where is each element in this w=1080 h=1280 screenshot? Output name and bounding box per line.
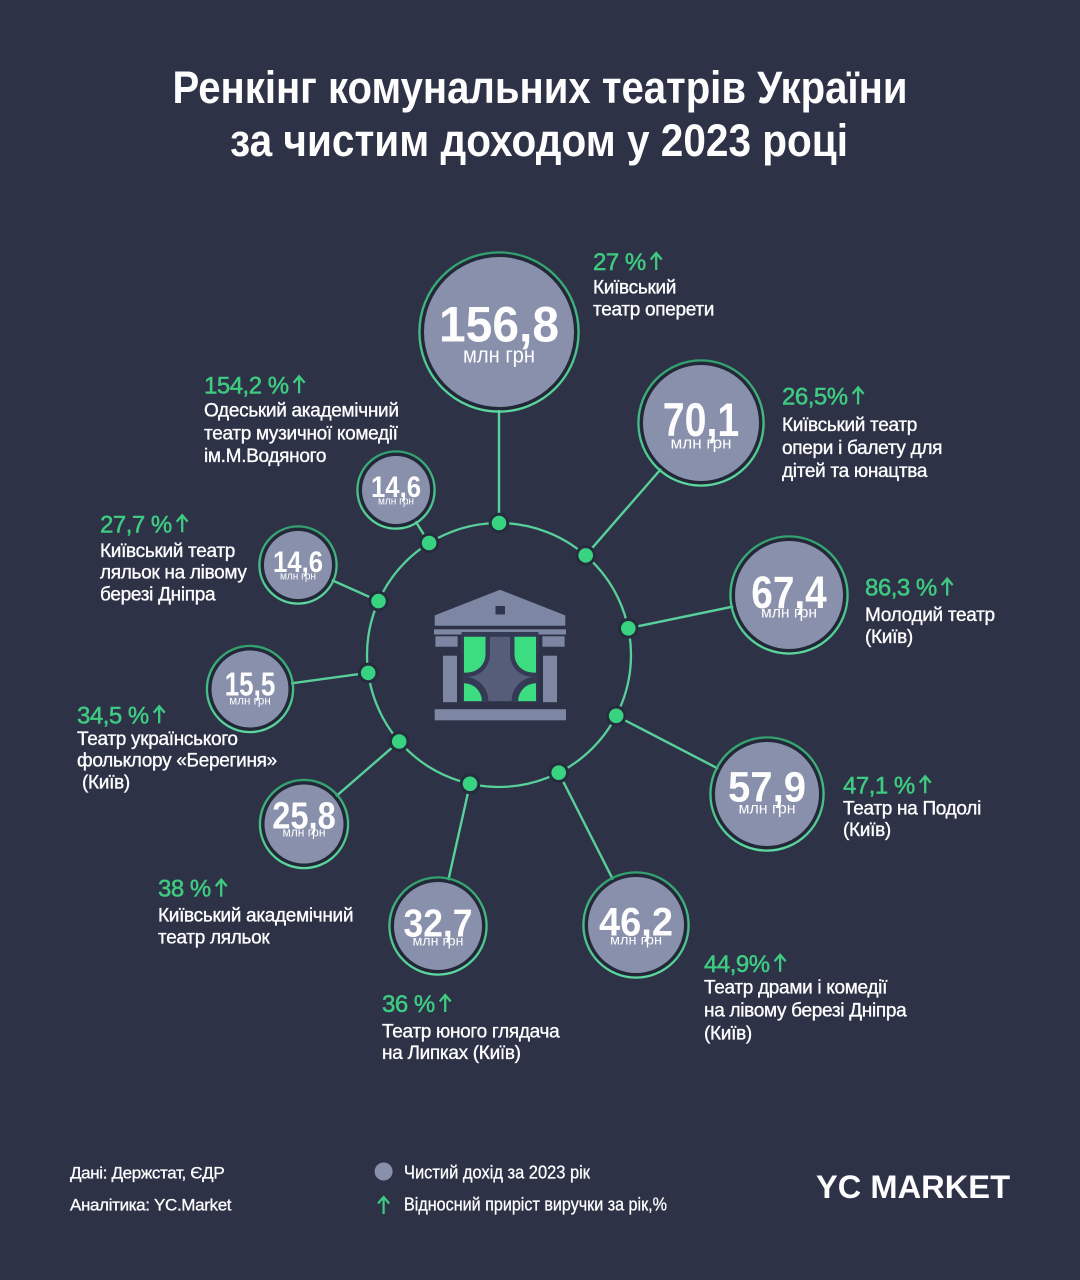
svg-text:38 %: 38 % <box>158 876 211 903</box>
svg-text:млн грн: млн грн <box>671 434 732 453</box>
svg-text:YC MARKET: YC MARKET <box>816 1169 1010 1205</box>
svg-text:14,6: 14,6 <box>273 546 323 579</box>
svg-text:(Київ): (Київ) <box>865 627 913 648</box>
svg-text:44,9%: 44,9% <box>704 951 770 978</box>
svg-text:Молодий театр: Молодий театр <box>865 605 995 626</box>
svg-text:млн грн: млн грн <box>280 571 316 583</box>
svg-text:фольклору «Берегиня»: фольклору «Берегиня» <box>77 751 277 772</box>
svg-text:опери і балету для: опери і балету для <box>782 438 942 459</box>
svg-text:67,4: 67,4 <box>751 567 827 618</box>
svg-text:Театр українського: Театр українського <box>77 729 238 750</box>
svg-text:Відносний приріст виручки за р: Відносний приріст виручки за рік,% <box>404 1193 667 1214</box>
svg-text:Одеський академічний: Одеський академічний <box>204 400 399 421</box>
svg-text:70,1: 70,1 <box>663 393 740 446</box>
svg-text:Дані: Держстат, ЄДР: Дані: Держстат, ЄДР <box>70 1163 224 1182</box>
svg-text:млн грн: млн грн <box>378 496 414 508</box>
svg-text:47,1 %: 47,1 % <box>843 772 915 799</box>
svg-text:млн грн: млн грн <box>229 694 271 708</box>
svg-text:57,9: 57,9 <box>728 764 806 812</box>
svg-text:Ренкінг комунальних театрів Ук: Ренкінг комунальних театрів України <box>173 62 908 113</box>
svg-text:млн грн: млн грн <box>739 801 796 818</box>
svg-text:млн грн: млн грн <box>283 825 326 840</box>
svg-text:(Київ): (Київ) <box>704 1024 752 1045</box>
svg-text:25,8: 25,8 <box>272 795 336 837</box>
svg-text:34,5 %: 34,5 % <box>77 702 149 729</box>
svg-text:млн грн: млн грн <box>463 343 535 368</box>
svg-text:(Київ): (Київ) <box>77 772 130 793</box>
svg-text:ім.М.Водяного: ім.М.Водяного <box>204 446 326 467</box>
svg-text:86,3 %: 86,3 % <box>865 575 937 602</box>
svg-text:156,8: 156,8 <box>439 297 559 353</box>
svg-text:театр оперети: театр оперети <box>593 299 714 320</box>
svg-text:Театр драми і комедії: Театр драми і комедії <box>704 978 888 999</box>
svg-text:млн грн: млн грн <box>413 934 464 949</box>
svg-text:ляльок на лівому: ляльок на лівому <box>100 563 247 584</box>
svg-text:Театр на Подолі: Театр на Подолі <box>843 799 981 820</box>
svg-text:березі Дніпра: березі Дніпра <box>100 584 216 605</box>
svg-text:млн грн: млн грн <box>761 605 817 622</box>
svg-text:32,7: 32,7 <box>404 903 473 946</box>
svg-text:154,2 %: 154,2 % <box>204 372 289 399</box>
svg-text:театр ляльок: театр ляльок <box>158 927 270 948</box>
svg-text:Театр юного глядача: Театр юного глядача <box>382 1022 560 1043</box>
svg-text:Київський: Київський <box>593 278 676 299</box>
svg-text:36 %: 36 % <box>382 991 435 1018</box>
svg-text:(Київ): (Київ) <box>843 820 891 841</box>
svg-text:46,2: 46,2 <box>599 901 673 945</box>
svg-text:26,5%: 26,5% <box>782 383 848 410</box>
svg-text:15,5: 15,5 <box>225 666 276 703</box>
svg-text:на Липках (Київ): на Липках (Київ) <box>382 1043 521 1064</box>
svg-text:Чистий дохід за 2023 рік: Чистий дохід за 2023 рік <box>404 1161 591 1182</box>
svg-text:Аналітика: YC.Market: Аналітика: YC.Market <box>70 1195 232 1214</box>
svg-text:Київський академічний: Київський академічний <box>158 906 353 927</box>
svg-text:14,6: 14,6 <box>371 471 421 504</box>
svg-text:млн грн: млн грн <box>610 932 662 948</box>
svg-text:27,7 %: 27,7 % <box>100 511 172 538</box>
svg-text:дітей та юнацтва: дітей та юнацтва <box>782 461 928 482</box>
svg-text:за чистим доходом у 2023 році: за чистим доходом у 2023 році <box>230 115 848 166</box>
svg-text:театр музичної комедії: театр музичної комедії <box>204 423 399 444</box>
svg-text:Київський театр: Київський театр <box>782 415 917 436</box>
svg-text:Київський театр: Київський театр <box>100 541 235 562</box>
svg-text:на лівому березі Дніпра: на лівому березі Дніпра <box>704 1001 907 1022</box>
svg-text:27 %: 27 % <box>593 249 646 276</box>
